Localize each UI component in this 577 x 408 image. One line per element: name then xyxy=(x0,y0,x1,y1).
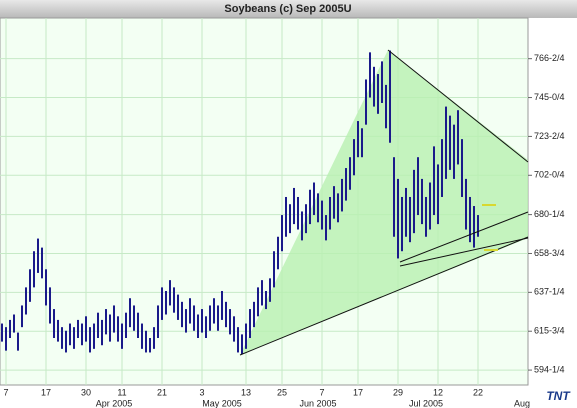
x-tick-label: 21 xyxy=(157,387,167,397)
y-tick-label: 637-1/4 xyxy=(534,287,565,297)
month-label: Apr 2005 xyxy=(96,398,133,408)
y-tick-label: 594-1/4 xyxy=(534,364,565,374)
month-label: Jul 2005 xyxy=(409,398,443,408)
month-label: Jun 2005 xyxy=(299,398,336,408)
month-label: May 2005 xyxy=(202,398,242,408)
x-tick-label: 11 xyxy=(117,387,126,397)
trendlines xyxy=(239,49,529,356)
y-tick-label: 615-3/4 xyxy=(534,326,565,336)
title-bar xyxy=(0,0,577,18)
month-label: Aug xyxy=(514,398,530,408)
triangle-shading xyxy=(240,50,528,355)
x-tick-label: 17 xyxy=(353,387,363,397)
x-tick-label: 22 xyxy=(473,387,483,397)
y-tick-label: 702-0/4 xyxy=(534,170,565,180)
x-tick-label: 30 xyxy=(81,387,91,397)
y-tick-label: 680-1/4 xyxy=(534,209,565,219)
trendline xyxy=(399,211,529,263)
y-tick-label: 723-2/4 xyxy=(534,131,565,141)
x-tick-label: 7 xyxy=(3,387,8,397)
trendline xyxy=(387,49,529,163)
x-tick-label: 25 xyxy=(277,387,287,397)
chart-title: Soybeans (c) Sep 2005U xyxy=(224,3,351,15)
x-tick-label: 7 xyxy=(319,387,324,397)
y-tick-label: 745-0/4 xyxy=(534,92,565,102)
x-tick-label: 13 xyxy=(241,387,251,397)
x-tick-label: 29 xyxy=(393,387,403,397)
trendline xyxy=(239,236,529,356)
x-tick-label: 17 xyxy=(41,387,51,397)
logo: TNT xyxy=(546,389,571,403)
y-tick-label: 766-2/4 xyxy=(534,53,565,63)
x-tick-label: 12 xyxy=(433,387,443,397)
bars xyxy=(1,50,479,355)
y-tick-label: 658-3/4 xyxy=(534,248,565,258)
trendline xyxy=(399,237,529,267)
x-tick-label: 3 xyxy=(199,387,204,397)
